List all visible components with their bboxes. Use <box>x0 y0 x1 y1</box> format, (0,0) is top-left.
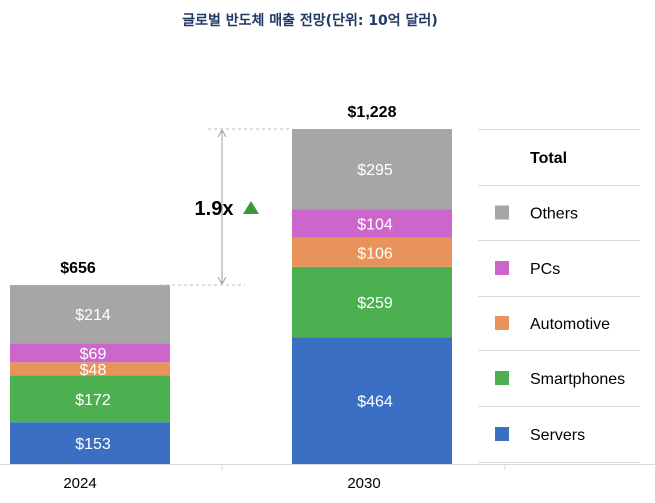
total-label-2024: $656 <box>60 260 96 277</box>
data-label-pcs-2024: $69 <box>80 346 107 363</box>
growth-label: 1.9x <box>195 198 234 220</box>
legend-label-servers: Servers <box>530 427 585 444</box>
x-tick-label-2030: 2030 <box>347 475 380 492</box>
bar-smartphones-2030 <box>292 266 452 338</box>
data-label-automotive-2030: $106 <box>357 245 393 262</box>
growth-arrow-head-bottom <box>217 276 227 286</box>
bar-automotive-2024 <box>10 362 170 376</box>
bar-servers-2030 <box>292 337 452 464</box>
data-label-others-2024: $214 <box>75 307 111 324</box>
legend-label-automotive: Automotive <box>530 316 610 333</box>
bar-pcs-2030 <box>292 209 452 238</box>
data-label-automotive-2024: $48 <box>80 362 107 379</box>
legend-swatch-automotive <box>495 316 509 330</box>
x-axis: 2024 2030 <box>0 464 655 492</box>
bars-layer: $153 $172 $48$69 $214 $464 $259 $106 $104 $295 <box>10 129 452 464</box>
bar-smartphones-2024 <box>10 375 170 423</box>
bar-others-2024 <box>10 285 170 344</box>
bar-pcs-2024 <box>10 343 170 363</box>
bar-others-2030 <box>292 129 452 210</box>
legend-label-pcs: PCs <box>530 261 560 278</box>
x-tick-label-2024: 2024 <box>63 475 96 492</box>
growth-arrow-head-top <box>217 128 227 138</box>
bar-automotive-2030 <box>292 237 452 267</box>
bar-servers-2024 <box>10 422 170 464</box>
growth-up-triangle-icon <box>243 201 259 214</box>
total-label-2030: $1,228 <box>348 104 397 121</box>
legend-swatch-servers <box>495 427 509 441</box>
data-label-smartphones-2024: $172 <box>75 392 111 409</box>
data-label-pcs-2030: $104 <box>357 217 393 234</box>
annotation-layer: $656 $1,228 1.9x <box>60 104 397 286</box>
legend-label-smartphones: Smartphones <box>530 371 625 388</box>
legend-layer: Total Others PCs Automotive Smartphones Serve… <box>478 129 640 463</box>
data-label-servers-2024: $153 <box>75 436 111 453</box>
data-label-others-2030: $295 <box>357 162 393 179</box>
legend-label-others: Others <box>530 206 578 223</box>
data-label-smartphones-2030: $259 <box>357 295 393 312</box>
legend-header: Total <box>530 150 567 167</box>
legend-swatch-pcs <box>495 261 509 275</box>
data-label-servers-2030: $464 <box>357 394 393 411</box>
chart-title: 글로벌 반도체 매출 전망(단위: 10억 달러) <box>182 13 438 29</box>
legend-swatch-smartphones <box>495 371 509 385</box>
legend-swatch-others <box>495 205 509 220</box>
